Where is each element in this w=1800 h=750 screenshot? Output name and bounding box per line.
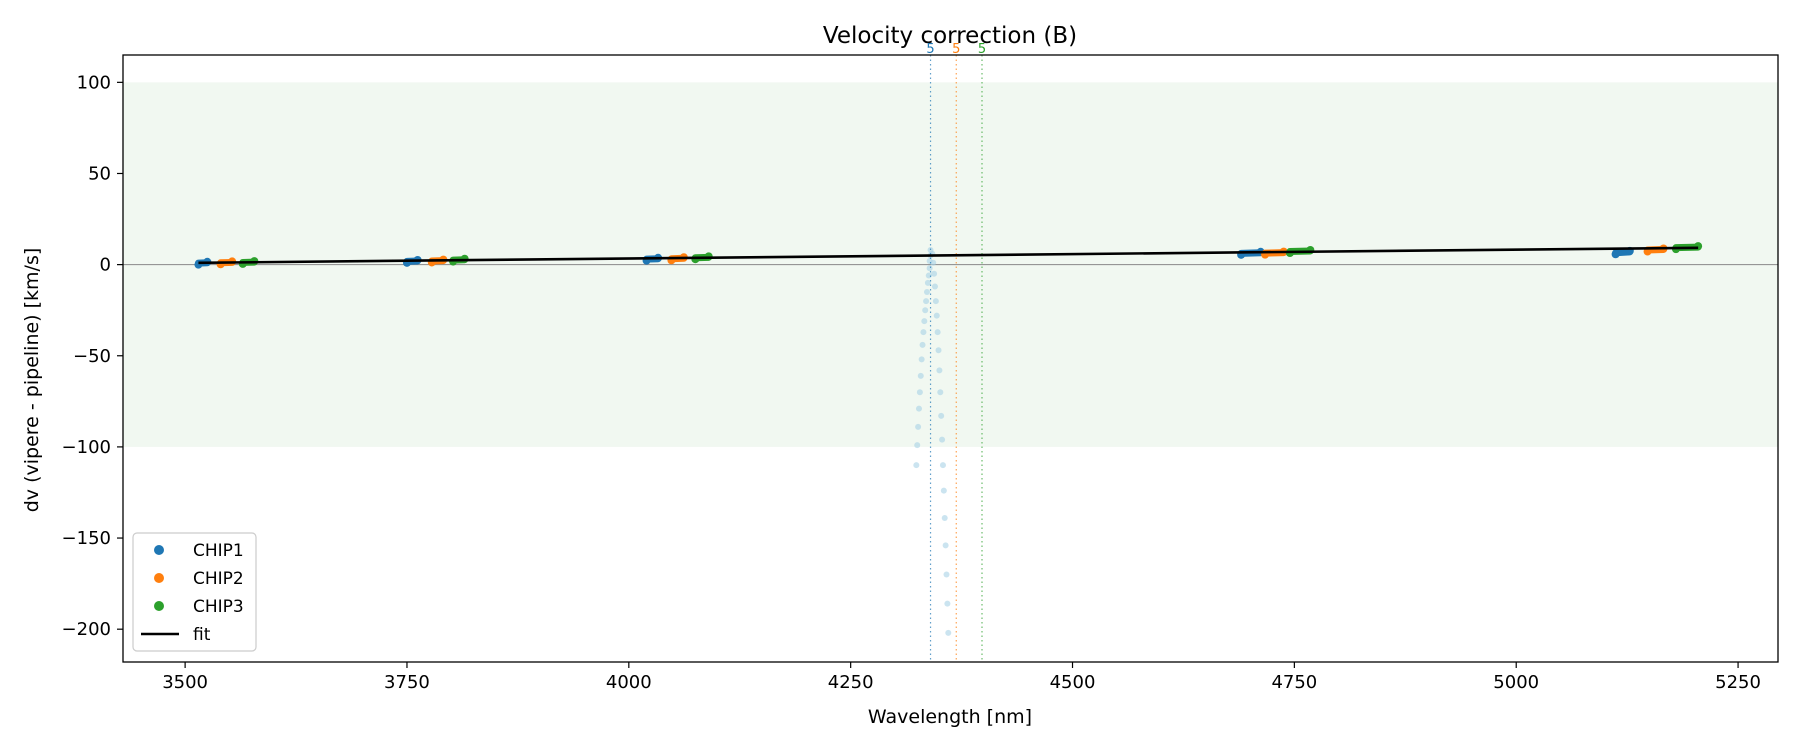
- faint-point: [915, 405, 922, 412]
- faint-order-points: [913, 247, 952, 636]
- faint-point: [939, 462, 946, 469]
- y-tick-label: 50: [88, 163, 111, 184]
- faint-point: [938, 412, 945, 419]
- y-tick-label: −100: [62, 437, 111, 458]
- x-tick-label: 4500: [1050, 672, 1096, 693]
- legend-box: [132, 532, 257, 652]
- y-tick-label: −200: [62, 619, 111, 640]
- x-tick-label: 5000: [1493, 672, 1539, 693]
- faint-point: [942, 542, 949, 549]
- x-tick-label: 5250: [1715, 672, 1761, 693]
- faint-point: [913, 462, 920, 469]
- faint-point: [931, 270, 938, 277]
- faint-point: [916, 389, 923, 396]
- order-markers: 5 5 5: [926, 42, 986, 662]
- y-axis-label: dv (vipere - pipeline) [km/s]: [21, 248, 43, 513]
- faint-point: [918, 356, 925, 363]
- x-tick-label: 4250: [828, 672, 874, 693]
- series-point-chip3: [691, 255, 700, 264]
- order-marker-label: 5: [952, 42, 960, 57]
- fit-line-path: [198, 246, 1699, 265]
- x-tick-label: 3750: [384, 672, 430, 693]
- faint-point: [932, 298, 939, 305]
- faint-point: [930, 259, 937, 266]
- legend-marker-chip2: [154, 573, 164, 583]
- faint-point: [933, 312, 940, 319]
- faint-point: [926, 265, 933, 272]
- y-tick-label: −50: [73, 346, 111, 367]
- faint-point: [915, 423, 922, 430]
- faint-point: [943, 571, 950, 578]
- series-point-chip1: [1611, 250, 1620, 259]
- legend-marker-chip3: [154, 601, 164, 611]
- x-axis-label: Wavelength [nm]: [868, 706, 1032, 728]
- faint-point: [921, 318, 928, 325]
- legend-marker-chip1: [154, 545, 164, 555]
- x-tick-label: 4000: [606, 672, 652, 693]
- faint-point: [940, 487, 947, 494]
- faint-point: [941, 514, 948, 521]
- order-marker-label: 5: [978, 42, 986, 57]
- legend-label-fit: fit: [193, 625, 211, 645]
- faint-point: [934, 329, 941, 336]
- y-tick-label: 100: [77, 72, 111, 93]
- faint-point: [919, 341, 926, 348]
- y-tick-label: 0: [100, 255, 111, 276]
- order-marker-label: 5: [926, 42, 934, 57]
- faint-point: [923, 298, 930, 305]
- faint-point: [924, 279, 931, 286]
- chart-title: Velocity correction (B): [823, 23, 1077, 49]
- y-axis-ticks: 100 50 0 −50 −100 −150 −200: [62, 72, 123, 640]
- faint-point: [914, 442, 921, 449]
- faint-point: [920, 329, 927, 336]
- legend: CHIP1 CHIP2 CHIP3 fit: [132, 532, 257, 652]
- faint-point: [917, 372, 924, 379]
- faint-point: [937, 389, 944, 396]
- y-tick-label: −150: [62, 528, 111, 549]
- legend-label-chip1: CHIP1: [193, 541, 244, 561]
- faint-point: [931, 283, 938, 290]
- faint-point: [939, 436, 946, 443]
- faint-point: [923, 288, 930, 295]
- series-point-chip3: [704, 252, 713, 261]
- x-tick-label: 4750: [1271, 672, 1317, 693]
- faint-point: [936, 367, 943, 374]
- x-axis-ticks: 3500 3750 4000 4250 4500 4750 5000 5250: [162, 662, 1761, 693]
- series-point-chip3: [460, 254, 469, 263]
- plot-frame: [122, 54, 1779, 663]
- faint-point: [945, 629, 952, 636]
- fit-line: [198, 246, 1699, 265]
- x-tick-label: 3500: [162, 672, 208, 693]
- legend-label-chip2: CHIP2: [193, 569, 244, 589]
- legend-label-chip3: CHIP3: [193, 597, 244, 617]
- faint-point: [925, 272, 932, 279]
- faint-point: [922, 307, 929, 314]
- faint-point: [935, 347, 942, 354]
- faint-point: [944, 600, 951, 607]
